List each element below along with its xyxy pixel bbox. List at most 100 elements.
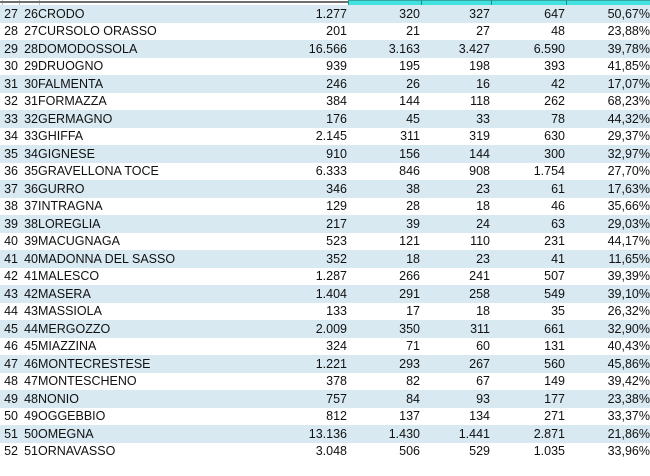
sheet-row-number[interactable]: 29 (4, 41, 18, 56)
percentage-value[interactable]: 23,88% (607, 24, 650, 39)
municipality-name[interactable]: MACUGNAGA (38, 234, 120, 249)
secondary-row-number[interactable]: 42 (24, 286, 38, 301)
value-col3[interactable]: 60 (476, 339, 490, 354)
secondary-row-number[interactable]: 43 (24, 304, 38, 319)
secondary-row-number[interactable]: 51 (24, 444, 38, 459)
secondary-row-number[interactable]: 26 (24, 6, 38, 21)
sheet-row-number[interactable]: 32 (4, 94, 18, 109)
percentage-value[interactable]: 39,78% (607, 41, 650, 56)
value-col1[interactable]: 939 (326, 59, 347, 74)
value-col3[interactable]: 23 (476, 181, 490, 196)
value-col4[interactable]: 61 (551, 181, 565, 196)
value-col4[interactable]: 2.871 (533, 426, 565, 441)
sheet-row-number[interactable]: 51 (4, 426, 18, 441)
sheet-row-number[interactable]: 45 (4, 321, 18, 336)
value-col2[interactable]: 320 (399, 6, 420, 21)
sheet-row-number[interactable]: 31 (4, 76, 18, 91)
sheet-row-number[interactable]: 49 (4, 391, 18, 406)
value-col1[interactable]: 217 (326, 216, 347, 231)
value-col1[interactable]: 384 (326, 94, 347, 109)
value-col3[interactable]: 18 (476, 199, 490, 214)
percentage-value[interactable]: 50,67% (607, 6, 650, 21)
value-col4[interactable]: 393 (544, 59, 565, 74)
value-col3[interactable]: 311 (470, 321, 490, 336)
percentage-value[interactable]: 39,42% (607, 374, 650, 389)
value-col3[interactable]: 110 (470, 234, 490, 249)
municipality-name[interactable]: DOMODOSSOLA (38, 41, 138, 56)
municipality-name[interactable]: GURRO (38, 181, 85, 196)
sheet-row-number[interactable]: 34 (4, 129, 18, 144)
secondary-row-number[interactable]: 31 (24, 94, 38, 109)
percentage-value[interactable]: 32,97% (607, 146, 650, 161)
percentage-value[interactable]: 39,10% (607, 286, 650, 301)
value-col4[interactable]: 46 (551, 199, 565, 214)
value-col1[interactable]: 1.221 (315, 356, 347, 371)
sheet-row-number[interactable]: 47 (4, 356, 18, 371)
value-col1[interactable]: 757 (326, 391, 347, 406)
value-col3[interactable]: 24 (476, 216, 490, 231)
value-col3[interactable]: 267 (469, 356, 490, 371)
value-col2[interactable]: 350 (399, 321, 420, 336)
sheet-row-number[interactable]: 50 (4, 409, 18, 424)
value-col1[interactable]: 523 (326, 234, 347, 249)
sheet-row-number[interactable]: 48 (4, 374, 18, 389)
secondary-row-number[interactable]: 37 (24, 199, 38, 214)
municipality-name[interactable]: MASERA (38, 286, 91, 301)
sheet-row-number[interactable]: 27 (4, 6, 18, 21)
secondary-row-number[interactable]: 46 (24, 356, 38, 371)
value-col4[interactable]: 6.590 (533, 41, 565, 56)
value-col4[interactable]: 300 (544, 146, 565, 161)
value-col2[interactable]: 28 (406, 199, 420, 214)
percentage-value[interactable]: 26,32% (607, 304, 650, 319)
value-col1[interactable]: 129 (326, 199, 347, 214)
municipality-name[interactable]: MADONNA DEL SASSO (38, 251, 176, 266)
secondary-row-number[interactable]: 44 (24, 321, 38, 336)
municipality-name[interactable]: MERGOZZO (38, 321, 111, 336)
selected-header-cell-col1[interactable] (348, 0, 421, 5)
percentage-value[interactable]: 29,03% (607, 216, 650, 231)
secondary-row-number[interactable]: 48 (24, 391, 38, 406)
secondary-row-number[interactable]: 30 (24, 76, 38, 91)
percentage-value[interactable]: 68,23% (607, 94, 650, 109)
municipality-name[interactable]: OGGEBBIO (38, 409, 106, 424)
value-col1[interactable]: 346 (326, 181, 347, 196)
sheet-row-number[interactable]: 40 (4, 234, 18, 249)
value-col4[interactable]: 48 (551, 24, 565, 39)
percentage-value[interactable]: 27,70% (607, 164, 650, 179)
value-col4[interactable]: 149 (544, 374, 565, 389)
value-col2[interactable]: 17 (406, 304, 420, 319)
value-col2[interactable]: 82 (406, 374, 420, 389)
sheet-row-number[interactable]: 39 (4, 216, 18, 231)
value-col3[interactable]: 319 (469, 129, 490, 144)
value-col1[interactable]: 378 (326, 374, 347, 389)
value-col4[interactable]: 549 (544, 286, 565, 301)
value-col2[interactable]: 195 (399, 59, 420, 74)
secondary-row-number[interactable]: 49 (24, 409, 38, 424)
municipality-name[interactable]: CRODO (38, 6, 85, 21)
value-col4[interactable]: 35 (551, 304, 565, 319)
value-col3[interactable]: 16 (476, 76, 490, 91)
value-col3[interactable]: 198 (469, 59, 490, 74)
sheet-row-number[interactable]: 37 (4, 181, 18, 196)
value-col1[interactable]: 6.333 (315, 164, 347, 179)
secondary-row-number[interactable]: 39 (24, 234, 38, 249)
municipality-name[interactable]: NONIO (38, 391, 79, 406)
value-col3[interactable]: 134 (469, 409, 490, 424)
secondary-row-number[interactable]: 47 (24, 374, 38, 389)
selected-header-cell-col4[interactable] (566, 0, 650, 5)
value-col4[interactable]: 231 (544, 234, 565, 249)
value-col2[interactable]: 39 (406, 216, 420, 231)
value-col3[interactable]: 327 (469, 6, 490, 21)
percentage-value[interactable]: 44,17% (607, 234, 650, 249)
percentage-value[interactable]: 44,32% (607, 111, 650, 126)
municipality-name[interactable]: CURSOLO ORASSO (38, 24, 157, 39)
sheet-row-number[interactable]: 41 (4, 251, 18, 266)
municipality-name[interactable]: ORNAVASSO (38, 444, 116, 459)
municipality-name[interactable]: DRUOGNO (38, 59, 104, 74)
percentage-value[interactable]: 11,65% (608, 251, 650, 266)
percentage-value[interactable]: 17,63% (607, 181, 650, 196)
value-col4[interactable]: 1.754 (533, 164, 565, 179)
value-col2[interactable]: 311 (400, 129, 420, 144)
value-col1[interactable]: 352 (326, 251, 347, 266)
value-col3[interactable]: 27 (476, 24, 490, 39)
